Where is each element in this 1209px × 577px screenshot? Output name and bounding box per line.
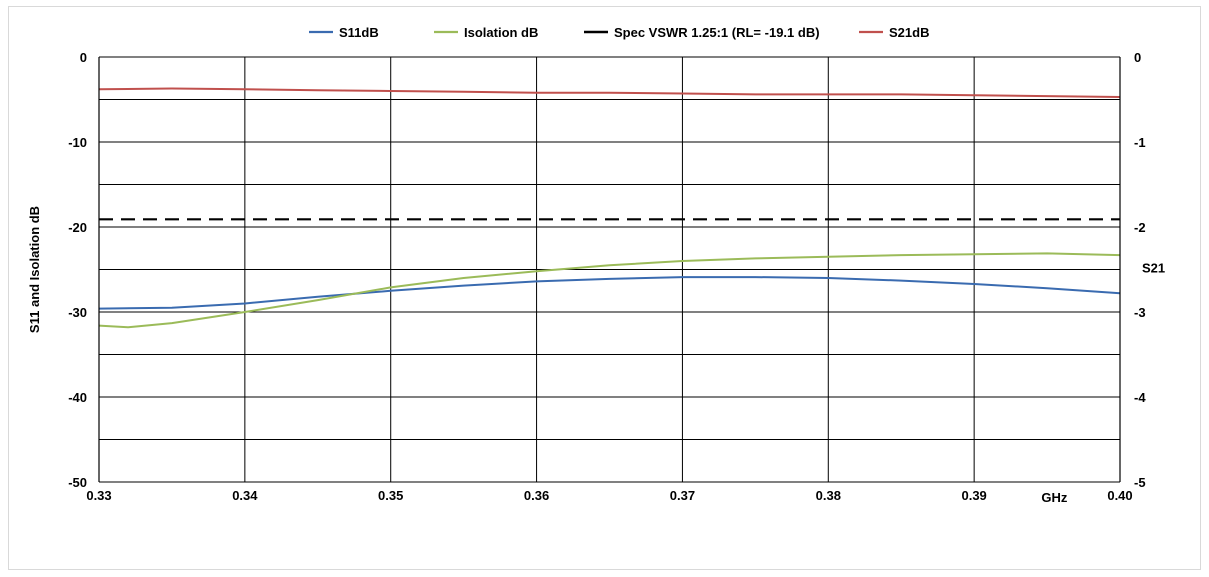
legend-item-s11db: S11dB bbox=[309, 25, 379, 40]
y-axis-title: S11 and Isolation dB bbox=[27, 206, 42, 333]
legend-label: S11dB bbox=[339, 25, 379, 40]
x-axis-title: GHz bbox=[1041, 490, 1068, 505]
legend-label: Spec VSWR 1.25:1 (RL= -19.1 dB) bbox=[614, 25, 820, 40]
chart-frame: 0 -10 -20 -30 -40 -50 0 -1 -2 -3 -4 -5 0.33 0.34 0.35 0… bbox=[8, 6, 1201, 570]
x-tick-label: 0.39 bbox=[961, 488, 986, 503]
x-tick-label: 0.36 bbox=[524, 488, 549, 503]
series-line-s21db bbox=[98, 87, 1121, 98]
x-tick-label: 0.33 bbox=[86, 488, 111, 503]
legend-item-isolation-db: Isolation dB bbox=[434, 25, 538, 40]
x-tick-label: 0.35 bbox=[378, 488, 403, 503]
y2-tick-label: -3 bbox=[1134, 305, 1146, 320]
x-tick-label: 0.38 bbox=[816, 488, 841, 503]
series-layer bbox=[98, 87, 1121, 329]
x-tick-label: 0.40 bbox=[1107, 488, 1132, 503]
x-tick-label: 0.37 bbox=[670, 488, 695, 503]
grid-layer bbox=[98, 56, 1121, 483]
y-tick-label: -50 bbox=[68, 475, 87, 490]
y2-tick-label: -5 bbox=[1134, 475, 1146, 490]
y2-tick-label: 0 bbox=[1134, 50, 1141, 65]
legend-label: S21dB bbox=[889, 25, 929, 40]
y2-tick-label: -2 bbox=[1134, 220, 1146, 235]
y2-axis-title: S21 bbox=[1142, 261, 1165, 276]
legend-item-s21db: S21dB bbox=[859, 25, 929, 40]
y2-tick-label: -4 bbox=[1134, 390, 1146, 405]
x-tick-label: 0.34 bbox=[232, 488, 258, 503]
y2-tick-label: -1 bbox=[1134, 135, 1146, 150]
series-line-isolation-db bbox=[98, 252, 1121, 329]
legend-label: Isolation dB bbox=[464, 25, 538, 40]
legend-item-spec-vswr-1-25-1-rl-19-1-db: Spec VSWR 1.25:1 (RL= -19.1 dB) bbox=[584, 25, 820, 40]
y-tick-label: -40 bbox=[68, 390, 87, 405]
legend: S11dB Isolation dB Spec VSWR 1.25:1 (RL= -… bbox=[309, 25, 929, 40]
series-line-s11db bbox=[98, 276, 1121, 310]
y-tick-label: -10 bbox=[68, 135, 87, 150]
y-tick-label: -30 bbox=[68, 305, 87, 320]
y-tick-label: 0 bbox=[80, 50, 87, 65]
axis-layer: 0 -10 -20 -30 -40 -50 0 -1 -2 -3 -4 -5 0.33 0.34 0.35 0… bbox=[27, 50, 1165, 505]
line-chart: 0 -10 -20 -30 -40 -50 0 -1 -2 -3 -4 -5 0.33 0.34 0.35 0… bbox=[27, 25, 1165, 505]
y-tick-label: -20 bbox=[68, 220, 87, 235]
